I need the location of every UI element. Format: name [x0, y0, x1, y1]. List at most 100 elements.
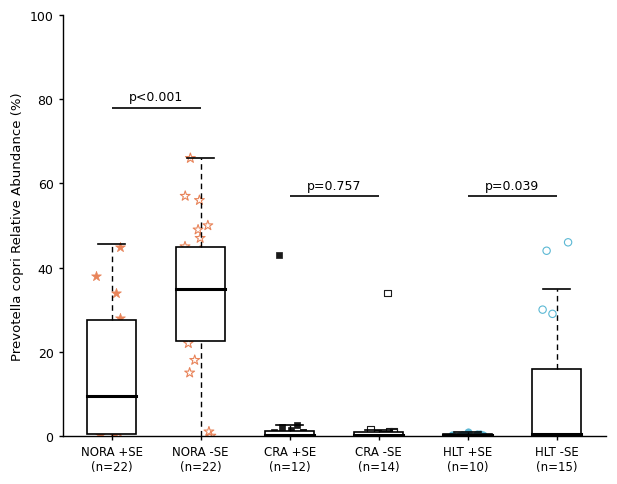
Bar — [87, 320, 136, 434]
Point — [539, 431, 549, 439]
Point — [389, 429, 399, 437]
Point — [115, 243, 125, 251]
Point — [115, 352, 125, 360]
Point — [564, 432, 574, 440]
Point — [365, 426, 375, 434]
Point — [98, 332, 108, 339]
Point — [299, 430, 309, 438]
Point — [378, 431, 388, 439]
Point — [384, 427, 394, 435]
Point — [381, 431, 391, 439]
Bar — [354, 433, 404, 436]
Point — [97, 344, 107, 352]
Point — [389, 428, 399, 436]
Point — [206, 432, 216, 440]
Point — [464, 432, 474, 440]
Point — [193, 227, 203, 234]
Point — [565, 432, 575, 439]
Bar — [444, 434, 492, 436]
Bar — [532, 369, 581, 436]
Point — [183, 340, 193, 348]
Point — [545, 431, 555, 439]
Point — [190, 357, 200, 364]
Point — [298, 428, 308, 436]
Point — [204, 428, 214, 436]
Point — [463, 429, 473, 437]
Point — [385, 432, 395, 440]
Point — [545, 407, 555, 415]
Bar — [176, 247, 225, 342]
Point — [562, 432, 572, 440]
Point — [270, 430, 280, 438]
Point — [286, 426, 296, 434]
Point — [110, 398, 120, 406]
Point — [542, 247, 552, 255]
Point — [93, 365, 103, 373]
Point — [209, 293, 218, 301]
Point — [207, 272, 217, 280]
Point — [114, 428, 123, 436]
Point — [183, 285, 193, 293]
Point — [194, 197, 204, 205]
Point — [474, 430, 484, 438]
Point — [457, 431, 466, 439]
Point — [278, 432, 288, 439]
Point — [210, 256, 220, 263]
Point — [100, 411, 110, 419]
Point — [544, 432, 554, 439]
Point — [544, 432, 554, 440]
Point — [297, 429, 307, 437]
Point — [288, 432, 298, 440]
Point — [463, 432, 473, 439]
Point — [537, 306, 547, 314]
Point — [185, 306, 195, 314]
Point — [114, 403, 123, 410]
Point — [277, 424, 287, 431]
Point — [117, 394, 126, 402]
Point — [563, 239, 573, 247]
Y-axis label: Prevotella copri Relative Abundance (%): Prevotella copri Relative Abundance (%) — [11, 92, 24, 360]
Text: p=0.757: p=0.757 — [307, 180, 362, 193]
Point — [207, 298, 217, 305]
Point — [274, 252, 284, 259]
Point — [383, 289, 392, 297]
Point — [203, 222, 213, 230]
Point — [186, 155, 196, 163]
Text: p<0.001: p<0.001 — [129, 91, 183, 104]
Point — [91, 272, 101, 280]
Point — [180, 323, 190, 331]
Point — [91, 386, 101, 393]
Point — [203, 281, 213, 288]
Point — [457, 432, 467, 439]
Point — [200, 315, 210, 322]
Point — [196, 247, 205, 255]
Point — [269, 428, 279, 436]
Point — [120, 420, 130, 427]
Point — [180, 243, 190, 251]
Point — [107, 323, 117, 331]
Point — [95, 431, 105, 439]
Point — [553, 428, 563, 436]
Point — [378, 430, 387, 438]
Point — [383, 430, 392, 438]
Point — [471, 430, 481, 438]
Point — [108, 430, 118, 438]
Point — [360, 432, 370, 440]
Point — [292, 422, 302, 429]
Point — [195, 235, 205, 242]
Point — [478, 431, 487, 439]
Point — [547, 310, 557, 318]
Point — [367, 432, 377, 439]
Point — [180, 193, 190, 200]
Point — [107, 390, 117, 398]
Point — [372, 429, 382, 437]
Point — [273, 431, 283, 439]
Point — [112, 373, 122, 381]
Point — [115, 315, 125, 322]
Point — [454, 432, 464, 440]
Point — [111, 289, 121, 297]
Bar — [265, 431, 314, 436]
Point — [96, 357, 106, 364]
Point — [359, 432, 369, 439]
Point — [546, 430, 556, 438]
